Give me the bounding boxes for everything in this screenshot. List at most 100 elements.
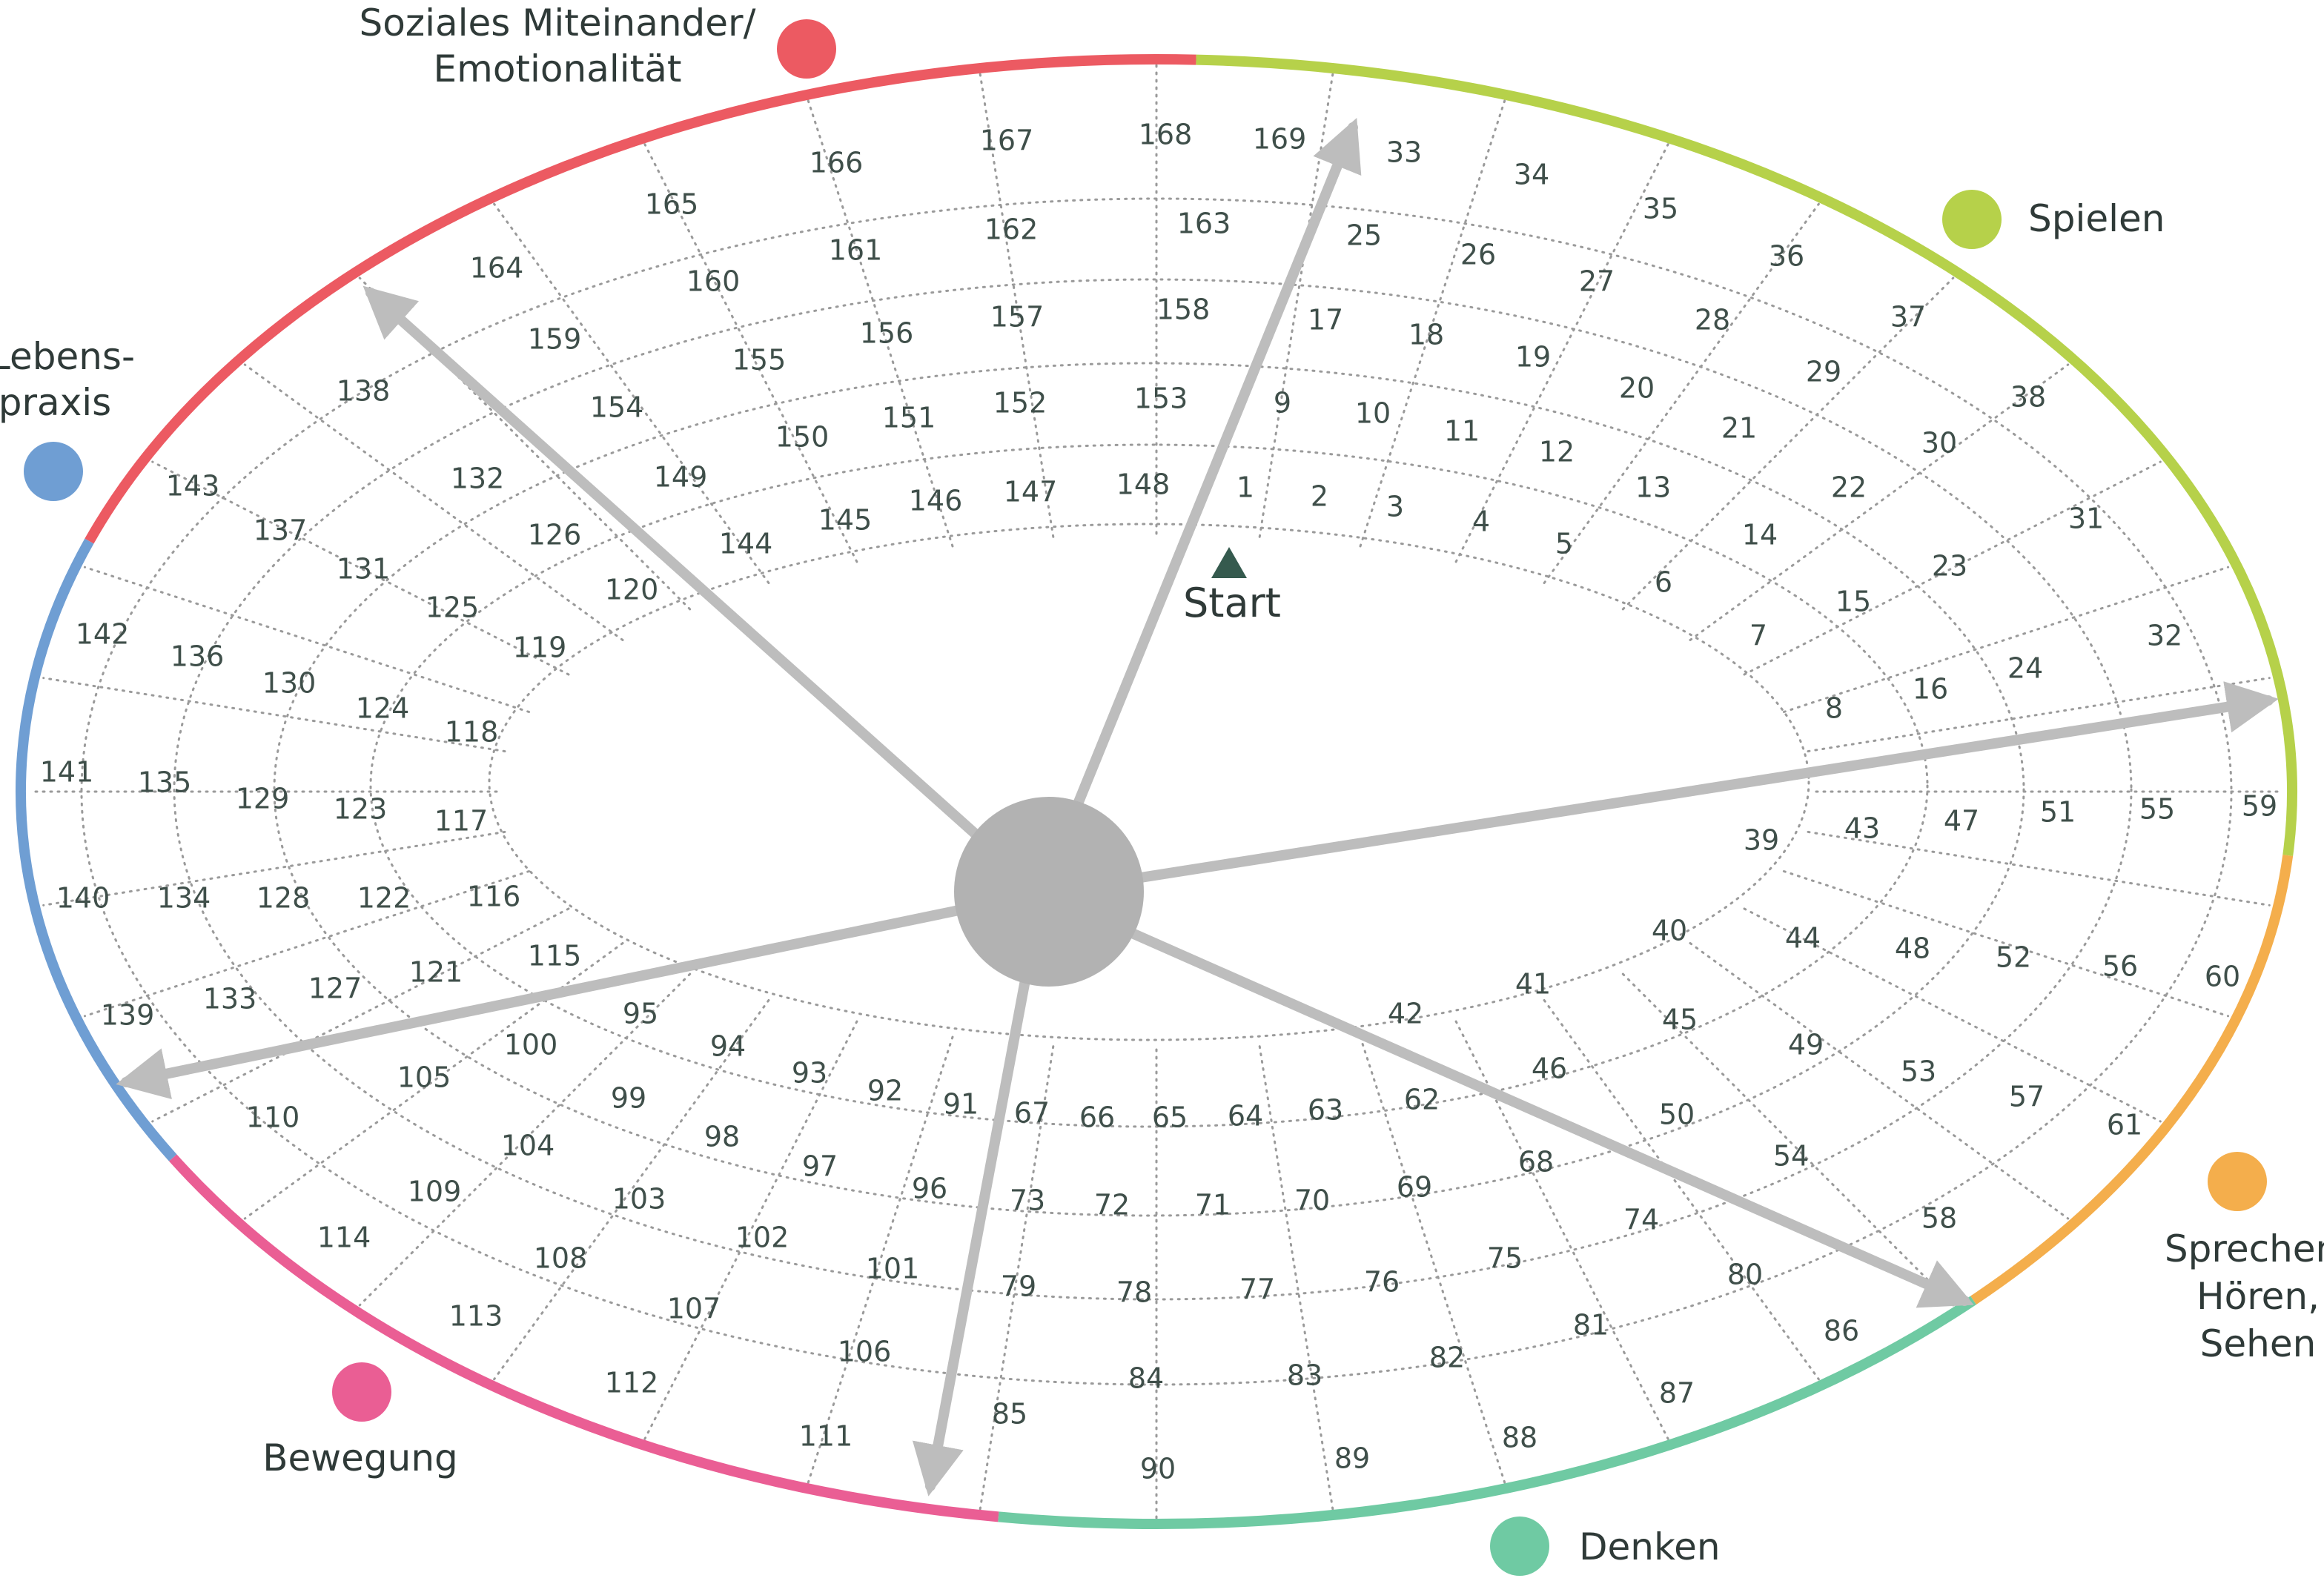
cell-50[interactable]: 50 xyxy=(1659,1098,1695,1131)
cell-71[interactable]: 71 xyxy=(1195,1189,1231,1222)
cell-125[interactable]: 125 xyxy=(426,591,480,624)
cell-74[interactable]: 74 xyxy=(1623,1204,1659,1236)
cell-25[interactable]: 25 xyxy=(1346,219,1382,252)
cell-34[interactable]: 34 xyxy=(1514,159,1549,191)
cell-103[interactable]: 103 xyxy=(612,1183,666,1216)
cell-113[interactable]: 113 xyxy=(449,1300,503,1333)
domain-bewegung[interactable]: Bewegung xyxy=(262,1362,458,1479)
cell-157[interactable]: 157 xyxy=(990,301,1045,334)
domain-sozial[interactable]: Soziales Miteinander/ Emotionalität xyxy=(360,1,836,90)
cell-22[interactable]: 22 xyxy=(1831,471,1867,504)
cell-146[interactable]: 146 xyxy=(909,485,963,517)
cell-23[interactable]: 23 xyxy=(1932,550,1967,583)
cell-8[interactable]: 8 xyxy=(1825,692,1843,725)
cell-147[interactable]: 147 xyxy=(1004,476,1058,508)
domain-spielen[interactable]: Spielen xyxy=(1942,190,2165,249)
cell-80[interactable]: 80 xyxy=(1727,1259,1763,1291)
cell-15[interactable]: 15 xyxy=(1835,586,1871,618)
cell-161[interactable]: 161 xyxy=(829,234,883,267)
cell-43[interactable]: 43 xyxy=(1844,812,1880,845)
cell-164[interactable]: 164 xyxy=(470,252,524,285)
cell-95[interactable]: 95 xyxy=(623,998,658,1030)
cell-145[interactable]: 145 xyxy=(818,504,873,537)
cell-70[interactable]: 70 xyxy=(1294,1184,1330,1217)
cell-59[interactable]: 59 xyxy=(2242,790,2277,823)
cell-44[interactable]: 44 xyxy=(1785,922,1821,955)
cell-4[interactable]: 4 xyxy=(1472,506,1490,538)
cell-133[interactable]: 133 xyxy=(203,983,257,1015)
cell-51[interactable]: 51 xyxy=(2040,796,2076,829)
cell-167[interactable]: 167 xyxy=(980,125,1034,157)
cell-46[interactable]: 46 xyxy=(1532,1053,1567,1085)
cell-137[interactable]: 137 xyxy=(254,514,308,547)
cell-11[interactable]: 11 xyxy=(1444,415,1480,448)
cell-6[interactable]: 6 xyxy=(1655,566,1672,599)
cell-83[interactable]: 83 xyxy=(1287,1359,1322,1392)
cell-122[interactable]: 122 xyxy=(357,882,411,915)
cell-112[interactable]: 112 xyxy=(605,1367,659,1399)
cell-135[interactable]: 135 xyxy=(138,766,192,799)
cell-86[interactable]: 86 xyxy=(1824,1315,1859,1348)
cell-149[interactable]: 149 xyxy=(654,461,708,494)
cell-151[interactable]: 151 xyxy=(882,402,936,434)
cell-100[interactable]: 100 xyxy=(504,1029,558,1061)
cell-19[interactable]: 19 xyxy=(1515,341,1551,374)
cell-20[interactable]: 20 xyxy=(1619,372,1655,405)
cell-27[interactable]: 27 xyxy=(1579,265,1615,298)
start-marker[interactable]: Start xyxy=(1183,547,1281,626)
cell-29[interactable]: 29 xyxy=(1806,356,1841,388)
cell-90[interactable]: 90 xyxy=(1140,1453,1176,1485)
cell-117[interactable]: 117 xyxy=(434,805,489,838)
cell-106[interactable]: 106 xyxy=(838,1336,892,1368)
cell-155[interactable]: 155 xyxy=(732,344,787,377)
cell-21[interactable]: 21 xyxy=(1721,412,1757,445)
cell-85[interactable]: 85 xyxy=(992,1398,1027,1431)
cell-165[interactable]: 165 xyxy=(645,188,699,221)
cell-1[interactable]: 1 xyxy=(1237,471,1254,504)
cell-93[interactable]: 93 xyxy=(792,1057,827,1090)
cell-67[interactable]: 67 xyxy=(1014,1097,1050,1130)
cell-9[interactable]: 9 xyxy=(1274,387,1291,420)
cell-160[interactable]: 160 xyxy=(686,265,741,298)
cell-111[interactable]: 111 xyxy=(799,1420,853,1453)
cell-136[interactable]: 136 xyxy=(171,640,225,673)
cell-79[interactable]: 79 xyxy=(1001,1270,1036,1303)
cell-40[interactable]: 40 xyxy=(1652,915,1687,947)
cell-134[interactable]: 134 xyxy=(157,882,211,915)
cell-108[interactable]: 108 xyxy=(534,1242,588,1275)
cell-82[interactable]: 82 xyxy=(1429,1342,1465,1374)
cell-49[interactable]: 49 xyxy=(1788,1029,1824,1061)
cell-124[interactable]: 124 xyxy=(356,692,410,725)
cell-118[interactable]: 118 xyxy=(445,716,499,749)
cell-127[interactable]: 127 xyxy=(308,972,362,1005)
cell-72[interactable]: 72 xyxy=(1094,1189,1130,1222)
cell-42[interactable]: 42 xyxy=(1388,998,1423,1030)
cell-65[interactable]: 65 xyxy=(1152,1101,1188,1134)
cell-56[interactable]: 56 xyxy=(2102,950,2138,983)
cell-24[interactable]: 24 xyxy=(2007,652,2043,685)
cell-17[interactable]: 17 xyxy=(1308,304,1343,337)
cell-87[interactable]: 87 xyxy=(1659,1377,1695,1410)
cell-63[interactable]: 63 xyxy=(1308,1094,1343,1127)
cell-81[interactable]: 81 xyxy=(1573,1309,1609,1342)
cell-142[interactable]: 142 xyxy=(76,618,130,651)
cell-31[interactable]: 31 xyxy=(2068,503,2104,535)
cell-30[interactable]: 30 xyxy=(1921,427,1957,460)
cell-162[interactable]: 162 xyxy=(984,213,1039,246)
cell-150[interactable]: 150 xyxy=(775,421,830,454)
cell-98[interactable]: 98 xyxy=(704,1121,740,1153)
cell-64[interactable]: 64 xyxy=(1228,1100,1263,1133)
cell-26[interactable]: 26 xyxy=(1460,239,1496,271)
domain-denken[interactable]: Denken xyxy=(1490,1517,1721,1576)
cell-88[interactable]: 88 xyxy=(1502,1422,1537,1454)
cell-89[interactable]: 89 xyxy=(1334,1442,1370,1475)
cell-28[interactable]: 28 xyxy=(1695,304,1730,337)
cell-66[interactable]: 66 xyxy=(1079,1101,1115,1134)
cell-166[interactable]: 166 xyxy=(810,147,864,179)
cell-144[interactable]: 144 xyxy=(719,528,773,560)
cell-132[interactable]: 132 xyxy=(451,463,505,495)
cell-96[interactable]: 96 xyxy=(912,1173,947,1205)
cell-101[interactable]: 101 xyxy=(866,1253,920,1285)
cell-12[interactable]: 12 xyxy=(1539,436,1575,468)
cell-3[interactable]: 3 xyxy=(1386,491,1404,523)
